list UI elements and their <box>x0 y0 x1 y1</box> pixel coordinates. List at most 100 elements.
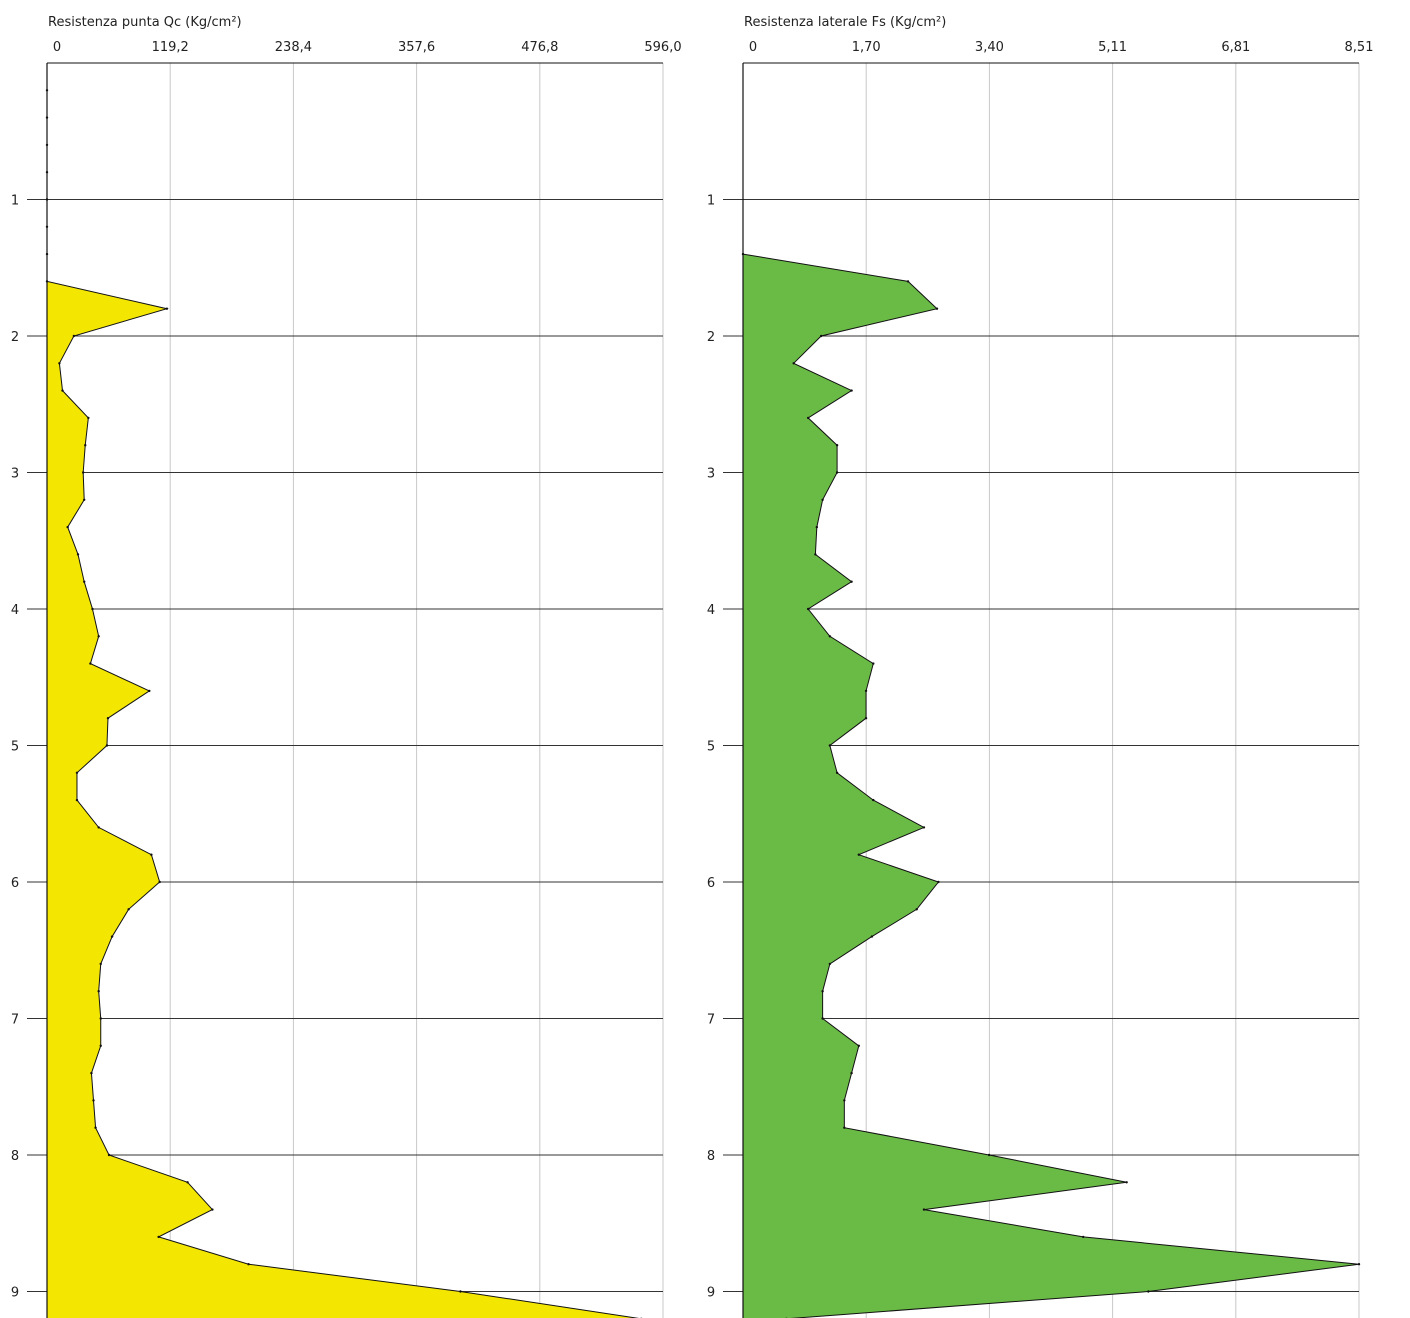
qc-x-tick-label: 596,0 <box>644 40 681 55</box>
fs-data-point <box>906 280 910 283</box>
qc-data-point <box>107 1153 111 1157</box>
fs-y-tick-label: 1 <box>707 194 715 209</box>
qc-area-fill <box>47 90 636 1318</box>
qc-data-point <box>61 389 64 392</box>
fs-data-point <box>915 908 918 911</box>
qc-data-point <box>84 444 87 447</box>
qc-data-point <box>75 771 79 774</box>
fs-data-point <box>922 1208 926 1211</box>
qc-data-point <box>92 1099 95 1102</box>
qc-data-point <box>89 662 92 665</box>
qc-y-tick-label: 1 <box>11 194 19 209</box>
fs-x-tick-label: 1,70 <box>852 40 881 55</box>
qc-data-point <box>157 1235 160 1239</box>
fs-data-point <box>814 553 817 556</box>
fs-data-point <box>987 1153 991 1157</box>
fs-x-tick-label: 3,40 <box>975 40 1004 55</box>
fs-data-point <box>843 1126 846 1129</box>
qc-data-point <box>72 334 76 338</box>
qc-data-point <box>110 935 114 938</box>
qc-series-line <box>46 90 640 1318</box>
qc-x-tick-label: 476,8 <box>521 40 558 55</box>
fs-x-tick-label: 8,51 <box>1345 40 1374 55</box>
qc-data-point <box>91 607 94 611</box>
qc-data-point <box>459 1290 462 1293</box>
qc-y-tick-label: 3 <box>11 467 19 482</box>
qc-data-point <box>247 1263 250 1266</box>
fs-data-point <box>835 771 839 774</box>
qc-data-point <box>150 853 153 856</box>
fs-data-point <box>857 853 861 856</box>
qc-data-point <box>106 717 110 720</box>
fs-series-line <box>742 253 1360 1318</box>
fs-data-point <box>872 798 875 802</box>
fs-data-point <box>821 498 824 501</box>
fs-data-point <box>872 662 875 665</box>
fs-y-tick-label: 6 <box>707 876 715 891</box>
fs-y-tick-label: 8 <box>707 1149 715 1164</box>
fs-data-point <box>815 525 819 529</box>
fs-data-point <box>935 307 939 310</box>
fs-y-tick-label: 7 <box>707 1013 715 1028</box>
fs-y-tick-label: 9 <box>707 1286 715 1301</box>
fs-data-point <box>937 880 940 884</box>
qc-y-tick-label: 8 <box>11 1149 19 1164</box>
fs-chart-title: Resistenza laterale Fs (Kg/cm²) <box>744 15 946 30</box>
qc-data-point <box>76 553 80 556</box>
qc-data-point <box>83 498 86 501</box>
qc-data-point <box>158 880 161 884</box>
fs-y-tick-label: 5 <box>707 740 715 755</box>
qc-data-point <box>90 1071 93 1075</box>
fs-data-point <box>922 826 926 829</box>
fs-data-point <box>835 444 839 447</box>
qc-y-tick-label: 5 <box>11 740 19 755</box>
qc-data-point <box>75 798 79 802</box>
fs-data-point <box>835 471 839 474</box>
qc-x-tick-label: 0 <box>53 40 61 55</box>
qc-data-point <box>165 307 169 310</box>
fs-data-point <box>828 635 832 638</box>
qc-y-tick-label: 2 <box>11 330 19 345</box>
fs-y-tick-label: 2 <box>707 330 715 345</box>
fs-ticks: 0 1,70 3,40 5,11 6,81 8,51 1 2 3 4 5 6 7 8 9 <box>707 40 1374 1318</box>
fs-area <box>741 252 1361 1318</box>
fs-data-point <box>1082 1235 1085 1239</box>
qc-x-tick-label: 357,6 <box>398 40 435 55</box>
fs-data-point <box>850 389 853 392</box>
qc-x-tick-label: 119,2 <box>152 40 189 55</box>
fs-data-point <box>1357 1263 1361 1266</box>
fs-x-tick-label: 5,11 <box>1098 40 1127 55</box>
fs-data-point <box>821 990 824 993</box>
qc-y-tick-label: 7 <box>11 1013 19 1028</box>
qc-y-tick-label: 9 <box>11 1286 19 1301</box>
fs-x-tick-label: 6,81 <box>1221 40 1250 55</box>
fs-data-point <box>1125 1181 1128 1184</box>
fs-area-fill <box>743 254 1359 1318</box>
qc-data-point <box>99 1017 102 1020</box>
fs-y-tick-label: 3 <box>707 467 715 482</box>
fs-data-point <box>864 717 868 720</box>
fs-data-point <box>821 1017 824 1020</box>
qc-x-tick-label: 238,4 <box>275 40 312 55</box>
fs-data-point <box>864 689 868 693</box>
qc-data-point <box>127 908 130 911</box>
qc-data-point <box>81 471 85 474</box>
qc-y-tick-label: 4 <box>11 603 19 618</box>
fs-data-point <box>806 416 810 420</box>
fs-data-point <box>1147 1290 1150 1293</box>
qc-data-point <box>99 1044 102 1048</box>
qc-data-point <box>97 990 100 993</box>
fs-data-point <box>806 607 810 611</box>
fs-data-point <box>850 1071 853 1075</box>
fs-data-point <box>828 744 832 747</box>
qc-data-point <box>211 1208 214 1211</box>
fs-x-tick-label: 0 <box>749 40 757 55</box>
qc-data-point <box>105 744 109 747</box>
qc-data-point <box>99 962 102 966</box>
fs-data-point <box>792 362 795 365</box>
fs-data-point <box>850 580 853 583</box>
fs-data-point <box>857 1044 861 1048</box>
qc-data-point <box>58 362 61 365</box>
qc-data-point <box>87 416 90 420</box>
